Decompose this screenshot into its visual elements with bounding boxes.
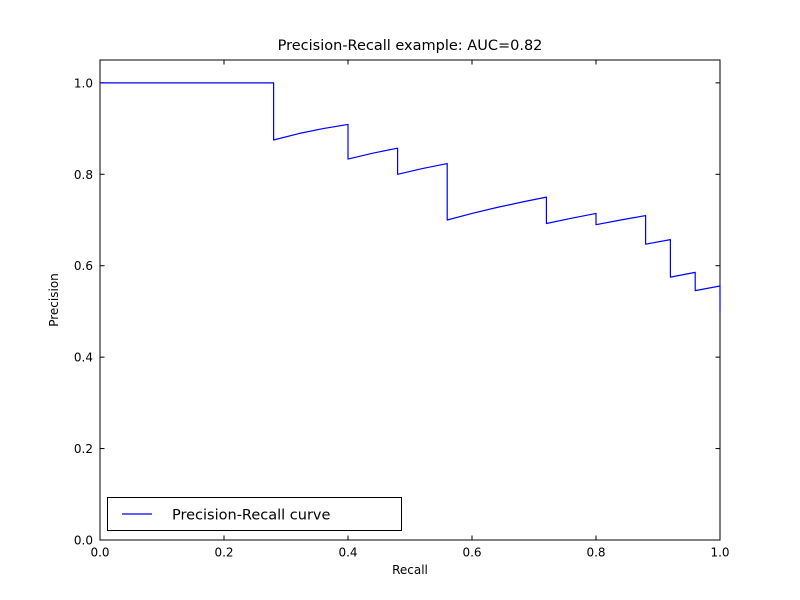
y-tick-label: 0.2: [74, 442, 93, 456]
legend: Precision-Recall curve: [107, 497, 402, 531]
axis-tick-labels: 0.0 0.2 0.4 0.6 0.8 1.0 0.0 0.2 0.4 0.6 0.8 1.0: [74, 76, 730, 559]
y-tick-label: 1.0: [74, 76, 93, 90]
x-tick-label: 1.0: [710, 546, 729, 560]
x-tick-label: 0.8: [586, 546, 605, 560]
pr-curve-line: [100, 82, 721, 312]
plot-frame: [99, 59, 721, 541]
x-tick-label: 0.0: [90, 546, 109, 560]
y-tick-label: 0.0: [74, 534, 93, 548]
x-axis-label: Recall: [392, 563, 428, 577]
legend-box: [107, 497, 402, 531]
x-tick-label: 0.4: [338, 546, 357, 560]
y-tick-label: 0.4: [74, 351, 93, 365]
legend-label: Precision-Recall curve: [172, 508, 331, 524]
y-axis-label: Precision: [47, 273, 61, 327]
chart-title: Precision-Recall example: AUC=0.82: [278, 38, 543, 54]
y-tick-label: 0.6: [74, 259, 93, 273]
x-tick-label: 0.6: [462, 546, 481, 560]
y-tick-label: 0.8: [74, 168, 93, 182]
x-tick-label: 0.2: [214, 546, 233, 560]
